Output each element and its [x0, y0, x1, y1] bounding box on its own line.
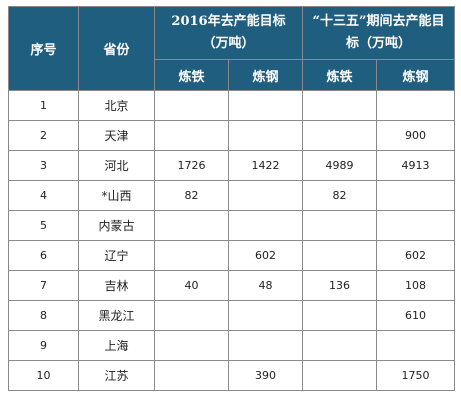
- table-row: 10 江苏 390 1750: [8, 360, 455, 391]
- cell-steel-135: 900: [376, 120, 455, 151]
- cell-seq: 5: [8, 210, 79, 241]
- table-row: 2 天津 900: [8, 120, 455, 151]
- table-row: 4 *山西 82 82: [8, 180, 455, 211]
- table-row: 9 上海: [8, 330, 455, 361]
- cell-seq: 3: [8, 150, 79, 181]
- cell-steel-2016: [228, 120, 303, 151]
- header-target-2016: 2016年去产能目标（万吨）: [154, 6, 303, 60]
- table-body: 1 北京 2 天津 900 3 河北 1726 1422 4989 4913 4…: [8, 90, 455, 391]
- cell-steel-2016: [228, 210, 303, 241]
- cell-iron-2016: [154, 210, 229, 241]
- cell-iron-135: [302, 240, 377, 271]
- table-row: 1 北京: [8, 90, 455, 121]
- header-row-sub: 炼铁 炼钢 炼铁 炼钢: [9, 59, 455, 91]
- cell-steel-135: [376, 330, 455, 361]
- cell-steel-2016: [228, 330, 303, 361]
- cell-seq: 7: [8, 270, 79, 301]
- cell-steel-135: 610: [376, 300, 455, 331]
- cell-iron-2016: [154, 240, 229, 271]
- table-row: 5 内蒙古: [8, 210, 455, 241]
- cell-steel-135: [376, 210, 455, 241]
- cell-iron-135: 136: [302, 270, 377, 301]
- header-iron-135: 炼铁: [302, 59, 377, 91]
- cell-steel-2016: [228, 90, 303, 121]
- header-steel-135: 炼钢: [376, 59, 455, 91]
- header-target-135: “十三五”期间去产能目标（万吨）: [302, 6, 455, 60]
- cell-iron-2016: [154, 300, 229, 331]
- cell-province: *山西: [78, 180, 155, 211]
- header-row-top: 序号 省份 2016年去产能目标（万吨） “十三五”期间去产能目标（万吨）: [8, 6, 455, 91]
- cell-iron-135: [302, 120, 377, 151]
- cell-steel-2016: 1422: [228, 150, 303, 181]
- cell-steel-135: 108: [376, 270, 455, 301]
- cell-province: 上海: [78, 330, 155, 361]
- cell-seq: 8: [8, 300, 79, 331]
- cell-iron-135: [302, 300, 377, 331]
- cell-steel-135: [376, 90, 455, 121]
- cell-steel-135: [376, 180, 455, 211]
- cell-iron-135: [302, 360, 377, 391]
- cell-iron-2016: 82: [154, 180, 229, 211]
- header-iron-2016: 炼铁: [154, 59, 229, 91]
- cell-iron-2016: [154, 360, 229, 391]
- table-row: 8 黑龙江 610: [8, 300, 455, 331]
- cell-iron-135: [302, 90, 377, 121]
- cell-province: 黑龙江: [78, 300, 155, 331]
- cell-province: 内蒙古: [78, 210, 155, 241]
- cell-iron-2016: 1726: [154, 150, 229, 181]
- cell-iron-2016: [154, 330, 229, 361]
- cell-steel-2016: [228, 300, 303, 331]
- cell-province: 天津: [78, 120, 155, 151]
- table-row: 6 辽宁 602 602: [8, 240, 455, 271]
- cell-steel-135: 1750: [376, 360, 455, 391]
- cell-seq: 4: [8, 180, 79, 211]
- cell-steel-2016: [228, 180, 303, 211]
- cell-steel-135: 602: [376, 240, 455, 271]
- table-header: 序号 省份 2016年去产能目标（万吨） “十三五”期间去产能目标（万吨） 炼铁…: [8, 6, 455, 91]
- cell-iron-2016: 40: [154, 270, 229, 301]
- cell-province: 河北: [78, 150, 155, 181]
- cell-seq: 9: [8, 330, 79, 361]
- cell-iron-135: [302, 210, 377, 241]
- cell-province: 辽宁: [78, 240, 155, 271]
- cell-steel-2016: 602: [228, 240, 303, 271]
- cell-iron-135: 4989: [302, 150, 377, 181]
- cell-province: 江苏: [78, 360, 155, 391]
- cell-steel-2016: 390: [228, 360, 303, 391]
- table-row: 7 吉林 40 48 136 108: [8, 270, 455, 301]
- table-row: 3 河北 1726 1422 4989 4913: [8, 150, 455, 181]
- cell-iron-135: 82: [302, 180, 377, 211]
- header-steel-2016: 炼钢: [228, 59, 303, 91]
- cell-steel-2016: 48: [228, 270, 303, 301]
- cell-iron-2016: [154, 120, 229, 151]
- cell-iron-135: [302, 330, 377, 361]
- cell-province: 吉林: [78, 270, 155, 301]
- cell-seq: 1: [8, 90, 79, 121]
- cell-seq: 6: [8, 240, 79, 271]
- cell-seq: 10: [8, 360, 79, 391]
- cell-steel-135: 4913: [376, 150, 455, 181]
- cell-seq: 2: [8, 120, 79, 151]
- cell-province: 北京: [78, 90, 155, 121]
- cell-iron-2016: [154, 90, 229, 121]
- capacity-reduction-table: 序号 省份 2016年去产能目标（万吨） “十三五”期间去产能目标（万吨） 炼铁…: [8, 6, 455, 391]
- header-seq: 序号: [8, 6, 79, 91]
- header-province: 省份: [78, 6, 155, 91]
